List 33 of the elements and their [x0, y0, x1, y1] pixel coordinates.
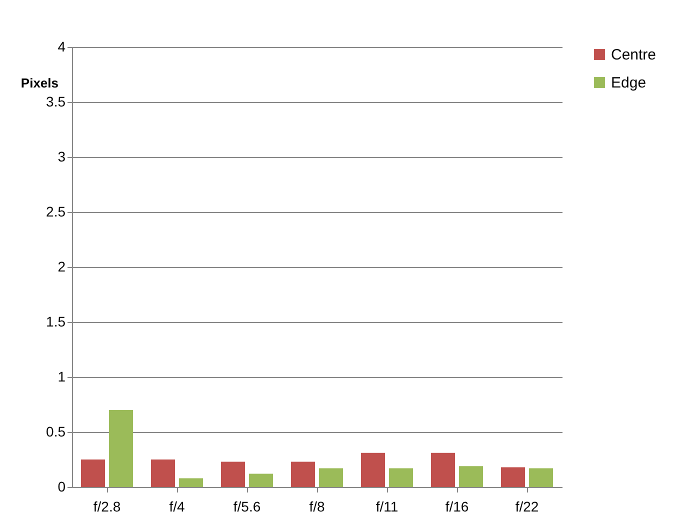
bar — [221, 462, 245, 487]
y-tick-label: 1 — [58, 368, 66, 384]
bar — [361, 452, 385, 487]
y-tick-label: 4 — [58, 38, 66, 54]
bar — [529, 468, 553, 487]
bar — [319, 468, 343, 487]
y-tick-label: 3.5 — [46, 94, 66, 110]
x-tick-label: f/11 — [376, 498, 398, 514]
bar — [109, 410, 133, 487]
bar — [81, 460, 105, 487]
bar — [179, 478, 203, 487]
y-tick-label: 1.5 — [46, 314, 66, 330]
y-tick-label: 3 — [58, 148, 66, 164]
bar — [459, 466, 483, 487]
bar — [291, 462, 315, 487]
y-tick-label: 2.5 — [46, 204, 66, 220]
y-tick-label: 0.5 — [46, 424, 66, 440]
x-tick-label: f/5.6 — [233, 498, 261, 514]
y-tick-label: 2 — [58, 258, 66, 274]
y-tick-label: 0 — [58, 478, 66, 494]
x-tick-label: f/8 — [309, 498, 325, 514]
x-tick-label: f/16 — [445, 498, 469, 514]
y-axis-title: Pixels — [20, 76, 58, 90]
bar — [389, 468, 413, 487]
legend-label: Edge — [611, 74, 646, 92]
x-tick-label: f/22 — [515, 498, 539, 514]
x-tick-label: f/4 — [169, 498, 185, 514]
legend-label: Centre — [611, 46, 656, 64]
bar — [249, 474, 273, 487]
bar — [501, 467, 525, 487]
x-tick-label: f/2.8 — [93, 498, 121, 514]
bar — [151, 460, 175, 487]
bar — [431, 452, 455, 487]
